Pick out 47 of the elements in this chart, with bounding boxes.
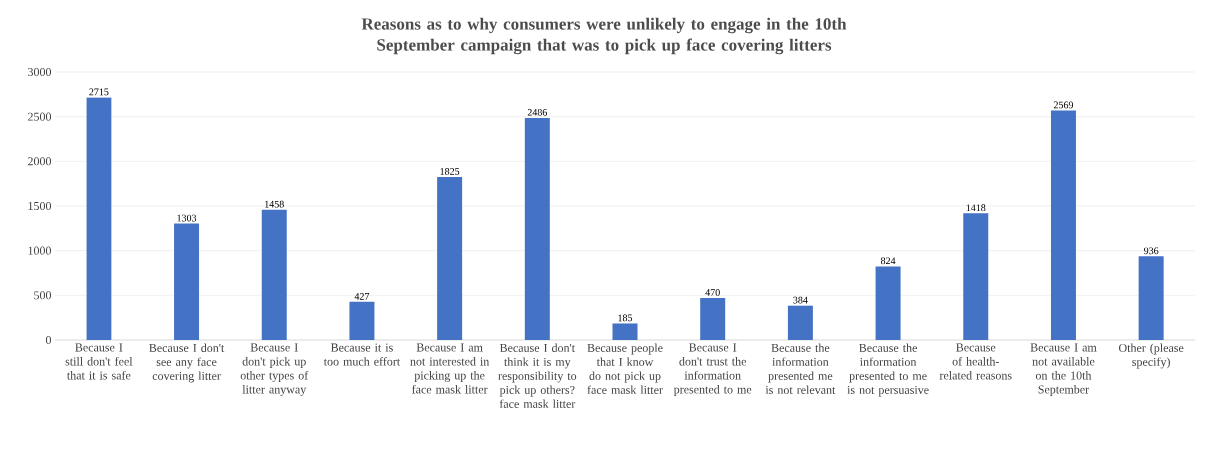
x-tick-label: Because I don't think it is my responsibility to pick up others? face mask litter — [498, 343, 577, 408]
x-tick-label: Because the information presented me is not relevant — [765, 343, 836, 394]
x-tick-label: Because I don't pick up other types of litter anyway — [240, 343, 309, 396]
data-label: 470 — [705, 289, 720, 296]
data-label: 2715 — [89, 88, 109, 96]
bar — [1138, 256, 1164, 340]
x-tick-label: Because I am not available on the 10th September — [1030, 343, 1097, 396]
x-tick-label: Because of health-related reasons — [939, 343, 1012, 380]
bar — [612, 323, 638, 340]
bar — [963, 213, 989, 340]
y-tick-label: 0 — [45, 335, 52, 345]
x-tick-label: Because I don't trust the information presented to me — [673, 343, 752, 396]
y-tick-label: 3000 — [28, 67, 52, 77]
data-label: 1418 — [966, 204, 986, 212]
x-tick-label: Other (please specify) — [1118, 343, 1184, 369]
x-tick-label: Because I am not interested in picking up the face mask litter — [410, 343, 490, 394]
data-label: 2486 — [527, 108, 548, 116]
x-tick-label: Because the information presented to me is not persuasive — [847, 343, 929, 397]
bar — [437, 176, 463, 340]
x-tick-label: Because people that I know do not pick up face mask litter — [587, 343, 663, 394]
y-tick-label: 500 — [34, 291, 52, 300]
y-tick-label: 2000 — [28, 157, 52, 166]
bar — [524, 117, 550, 340]
bar — [261, 209, 287, 340]
data-label: 2569 — [1053, 101, 1074, 109]
bar — [875, 266, 901, 340]
y-tick-label: 1000 — [28, 246, 52, 255]
data-label: 384 — [793, 296, 808, 304]
data-label: 1458 — [265, 200, 284, 208]
x-tick-label: Because I don't see any face covering litter — [149, 343, 225, 383]
data-label: 1825 — [440, 168, 460, 175]
data-label: 427 — [354, 293, 370, 300]
bar — [1050, 110, 1076, 340]
y-tick-label: 2500 — [28, 112, 52, 121]
bar — [787, 305, 813, 340]
data-label: 824 — [880, 257, 896, 265]
data-label: 1303 — [177, 214, 197, 222]
chart-title: Reasons as to why consumers were unlikely to engage in the 10th September campaign that was to pick up face covering litters — [361, 17, 847, 55]
x-tick-label: Because I still don't feel that it is safe — [65, 343, 133, 380]
data-label: 185 — [618, 314, 633, 322]
bar — [349, 301, 375, 340]
bar — [700, 298, 726, 340]
x-tick-label: Because it is too much effort — [323, 343, 401, 366]
y-tick-label: 1500 — [28, 201, 52, 211]
bar — [174, 223, 200, 340]
data-label: 936 — [1143, 247, 1159, 255]
bar — [86, 97, 112, 340]
